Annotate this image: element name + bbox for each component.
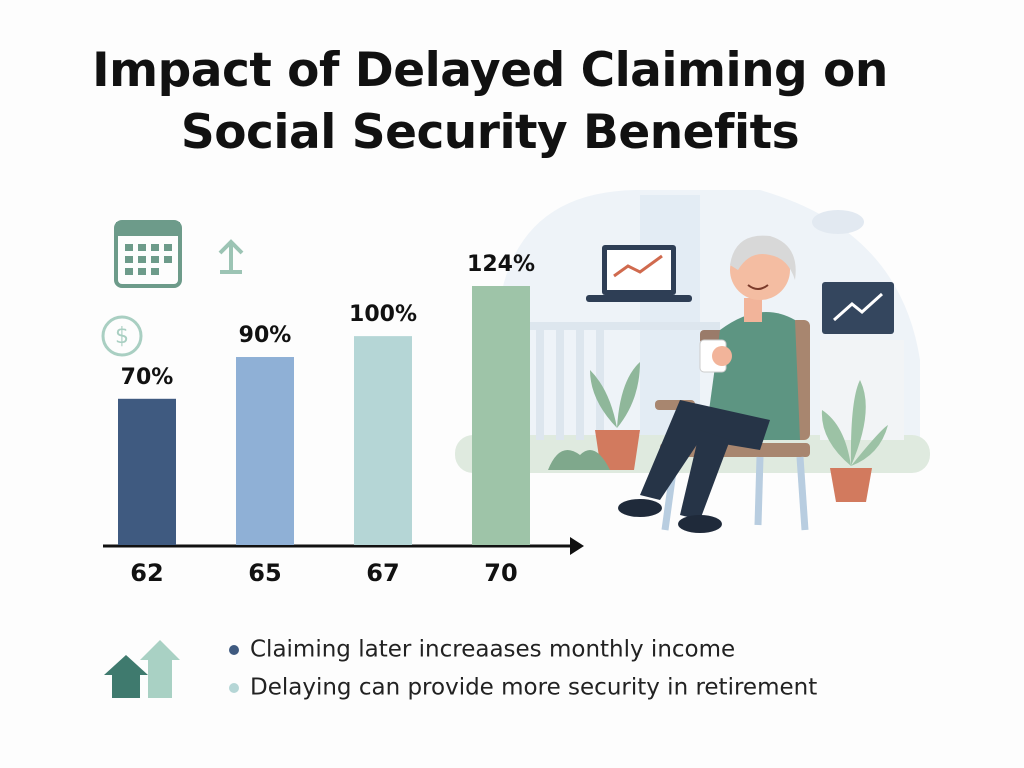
value-label: 90% bbox=[239, 323, 292, 348]
svg-text:$: $ bbox=[115, 324, 129, 349]
illustration: $ bbox=[101, 190, 930, 698]
x-tick-label: 62 bbox=[130, 559, 163, 587]
value-label: 70% bbox=[121, 365, 174, 390]
x-tick-label: 70 bbox=[484, 559, 517, 587]
x-tick-label: 65 bbox=[248, 559, 281, 587]
x-tick-label: 67 bbox=[366, 559, 399, 587]
bullet bbox=[229, 645, 239, 655]
note: Claiming later increaases monthly income bbox=[250, 637, 735, 663]
value-label: 124% bbox=[467, 252, 535, 277]
axis-arrow bbox=[570, 537, 584, 555]
chart-title: Impact of Delayed Claiming on Social Sec… bbox=[92, 43, 888, 160]
bar bbox=[236, 357, 294, 545]
bar bbox=[354, 336, 412, 545]
bullet bbox=[229, 683, 239, 693]
note: Delaying can provide more security in re… bbox=[250, 675, 817, 701]
value-label: 100% bbox=[349, 302, 417, 327]
bar bbox=[472, 286, 530, 545]
bar bbox=[118, 398, 176, 545]
